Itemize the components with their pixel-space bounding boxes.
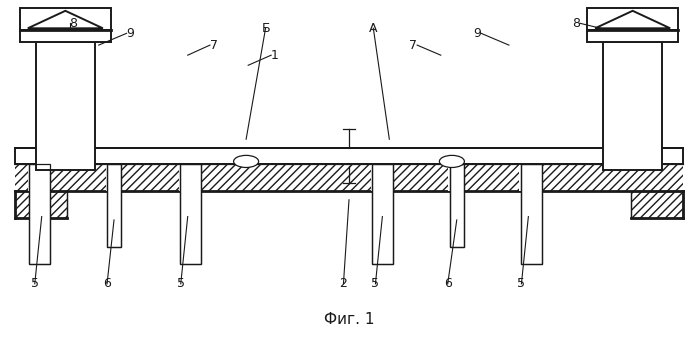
Text: 7: 7 <box>409 39 417 52</box>
Bar <box>180 164 201 264</box>
Text: 9: 9 <box>126 27 135 40</box>
Bar <box>521 164 542 264</box>
Text: Б: Б <box>261 22 270 35</box>
Bar <box>450 164 463 247</box>
Text: 5: 5 <box>371 277 380 290</box>
Bar <box>28 165 52 191</box>
Text: 9: 9 <box>473 27 481 40</box>
Text: 6: 6 <box>444 277 452 290</box>
Text: 5: 5 <box>31 277 39 290</box>
Bar <box>519 165 543 191</box>
Text: 2: 2 <box>339 277 348 290</box>
Text: 7: 7 <box>210 39 218 52</box>
Bar <box>448 165 465 191</box>
Text: 8: 8 <box>572 17 580 30</box>
Polygon shape <box>595 11 670 28</box>
Bar <box>179 165 202 191</box>
Bar <box>180 164 201 264</box>
Bar <box>587 8 678 30</box>
Text: 1: 1 <box>271 49 279 62</box>
Text: 5: 5 <box>517 277 526 290</box>
Text: 5: 5 <box>177 277 185 290</box>
Bar <box>105 165 122 191</box>
Bar <box>630 191 683 218</box>
Text: 6: 6 <box>103 277 111 290</box>
Bar <box>521 164 542 264</box>
Bar <box>36 42 95 170</box>
Bar <box>587 30 678 42</box>
Bar <box>15 148 683 164</box>
Bar <box>371 165 394 191</box>
Bar <box>15 164 683 191</box>
Bar <box>29 164 50 264</box>
Circle shape <box>234 155 259 167</box>
Bar <box>450 164 463 247</box>
Bar <box>20 8 111 30</box>
Bar <box>107 164 121 247</box>
Bar <box>29 164 50 264</box>
Circle shape <box>439 155 464 167</box>
Bar <box>603 42 662 170</box>
Bar <box>372 164 393 264</box>
Text: А: А <box>369 22 378 35</box>
Bar <box>15 191 68 218</box>
Text: 8: 8 <box>70 17 77 30</box>
Bar <box>372 164 393 264</box>
Text: Фиг. 1: Фиг. 1 <box>324 312 374 326</box>
Polygon shape <box>28 11 103 28</box>
Bar <box>107 164 121 247</box>
Bar <box>20 30 111 42</box>
